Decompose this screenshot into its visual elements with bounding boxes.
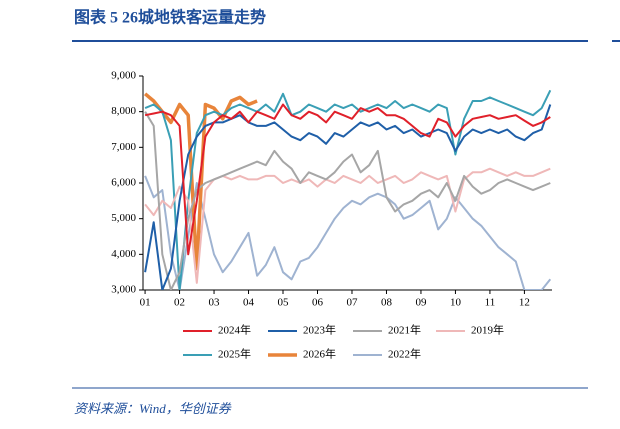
legend-label: 2022年	[388, 347, 421, 361]
chart-title: 图表 5 26城地铁客运量走势	[74, 8, 266, 27]
x-tick-label: 10	[450, 297, 462, 309]
series-line	[144, 89, 552, 290]
source: 资料来源：Wind，华创证券	[74, 401, 232, 416]
legend-label: 2026年	[303, 347, 336, 361]
y-tick-label: 6,000	[111, 177, 136, 189]
x-tick-label: 01	[140, 297, 151, 309]
series-line	[144, 103, 551, 256]
x-tick-label: 09	[415, 297, 427, 309]
x-tick-label: 12	[519, 297, 530, 309]
x-tick-label: 08	[381, 297, 393, 309]
x-tick-label: 02	[174, 297, 185, 309]
plot-area	[143, 89, 552, 290]
y-tick-label: 9,000	[111, 70, 136, 82]
x-tick-label: 07	[346, 297, 358, 309]
y-tick-label: 4,000	[111, 248, 136, 260]
series-line	[144, 175, 552, 290]
y-tick-label: 7,000	[111, 141, 136, 153]
series-line	[144, 104, 552, 290]
legend-label: 2024年	[218, 323, 251, 337]
x-tick-label: 06	[312, 297, 324, 309]
x-tick-label: 03	[209, 297, 221, 309]
legend-label: 2025年	[218, 347, 251, 361]
y-tick-label: 3,000	[111, 284, 136, 296]
series-line	[144, 167, 551, 284]
y-tick-label: 8,000	[111, 105, 136, 117]
x-tick-label: 05	[278, 297, 290, 309]
x-tick-label: 04	[243, 297, 255, 309]
x-tick-label: 11	[485, 297, 496, 309]
series-line	[144, 111, 551, 290]
y-tick-label: 5,000	[111, 212, 136, 224]
legend-label: 2021年	[388, 323, 421, 337]
legend-label: 2023年	[303, 323, 336, 337]
legend-label: 2019年	[471, 323, 504, 337]
